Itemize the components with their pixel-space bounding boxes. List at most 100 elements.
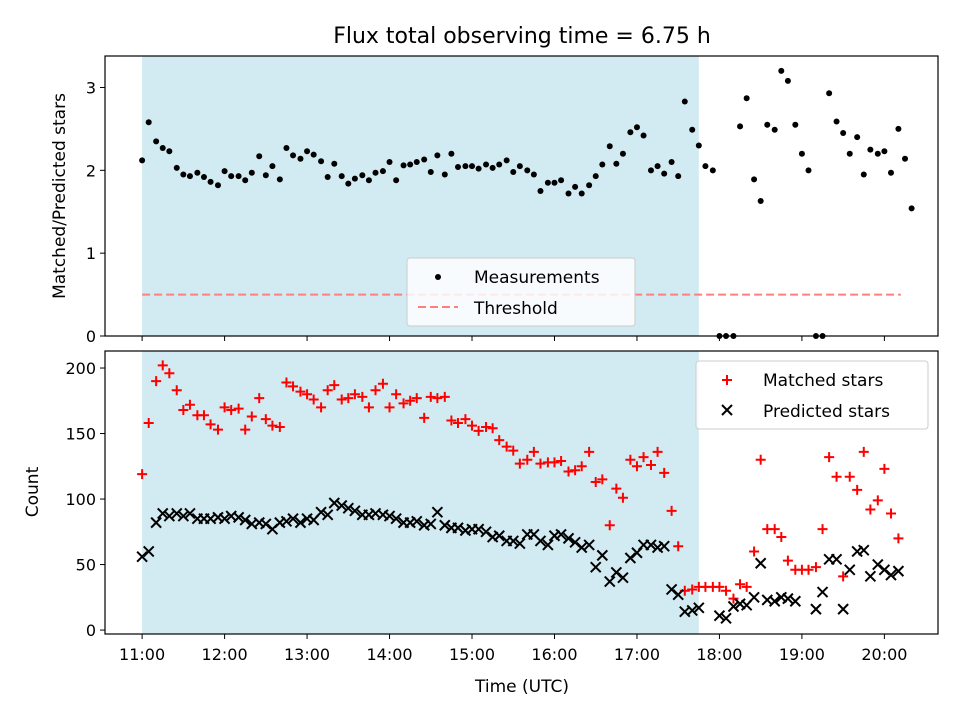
matched-star-point (288, 381, 299, 392)
measurement-point (145, 119, 152, 126)
measurement-point (413, 159, 420, 166)
matched-star-point (184, 399, 195, 410)
matched-star-point (872, 495, 883, 506)
measurement-point (613, 160, 620, 167)
matched-star-point (467, 420, 478, 431)
predicted-star-point (534, 535, 547, 547)
matched-star-point (611, 483, 622, 494)
measurement-point (393, 177, 400, 184)
bottom-x-tick-label: 16:00 (531, 645, 577, 664)
measurement-point (173, 164, 180, 171)
predicted-star-point (542, 539, 554, 551)
measurement-point (434, 152, 441, 159)
measurement-point (228, 173, 235, 180)
matched-star-point (377, 378, 388, 389)
bottom-x-tick-label: 15:00 (449, 645, 495, 664)
bottom-legend: Matched stars Predicted stars (695, 360, 929, 430)
measurement-point (826, 90, 833, 97)
predicted-star-point (748, 591, 760, 604)
measurement-point (462, 163, 469, 170)
matched-star-point (398, 398, 409, 409)
bottom-legend-box (695, 360, 929, 430)
predicted-star-point (439, 519, 451, 531)
predicted-star-point (768, 595, 781, 607)
predicted-star-point (514, 537, 526, 550)
predicted-star-point (143, 545, 155, 558)
predicted-star-point (816, 586, 829, 598)
measurement-point (908, 205, 915, 212)
bottom-x-tick-label: 19:00 (779, 645, 825, 664)
matched-star-point (721, 585, 732, 596)
measurement-point (496, 161, 503, 168)
predicted-star-point (645, 539, 657, 551)
measurement-point (619, 150, 626, 157)
measurement-point (565, 190, 572, 197)
measurement-point (675, 173, 682, 180)
predicted-star-point (789, 595, 802, 607)
measurement-point (400, 162, 407, 169)
matched-star-point (522, 454, 533, 465)
matched-star-point (405, 395, 416, 406)
measurement-point (166, 148, 173, 155)
bottom-shaded-interval (142, 351, 699, 634)
matched-star-point (143, 418, 154, 429)
figure-title: Flux total observing time = 6.75 h (333, 24, 711, 49)
matched-star-point (755, 454, 766, 465)
matched-star-point (590, 477, 601, 488)
predicted-star-point (294, 516, 307, 529)
predicted-star-point (507, 535, 519, 547)
predicted-star-point (431, 506, 444, 518)
matched-star-point (452, 418, 463, 429)
predicted-star-point (390, 512, 402, 525)
measurement-point (668, 159, 675, 166)
measurement-point (661, 170, 668, 177)
matched-star-point (824, 452, 835, 463)
matched-star-point (226, 404, 237, 415)
measurement-point (606, 143, 613, 150)
matched-star-point (776, 532, 787, 543)
predicted-star-point (583, 539, 595, 551)
predicted-star-point (280, 515, 293, 528)
top-y-tick-label: 0 (86, 327, 96, 346)
predicted-star-point (562, 532, 575, 545)
measurement-point (586, 182, 593, 189)
bottom-y-tick-label: 200 (65, 359, 96, 378)
measurement-point (695, 142, 702, 149)
legend-measurements-label: Measurements (474, 268, 600, 288)
measurement-point (681, 98, 688, 105)
predicted-star-point (844, 564, 856, 576)
top-y-tick-label: 2 (86, 161, 96, 180)
measurement-point (572, 183, 579, 190)
matched-star-point (302, 389, 313, 400)
measurement-point (647, 167, 654, 174)
measurement-point (530, 171, 537, 178)
measurement-point (702, 163, 709, 170)
matched-star-point (604, 520, 615, 531)
measurement-point (159, 144, 166, 151)
matched-star-point (281, 377, 292, 388)
matched-star-point (549, 457, 560, 468)
bottom-shade-span (142, 351, 699, 634)
matched-star-point (844, 471, 855, 482)
matched-star-point (728, 593, 739, 604)
measurement-point (902, 155, 909, 162)
matched-star-point (370, 385, 381, 396)
predicted-star-point (864, 570, 877, 583)
predicted-star-point (810, 603, 822, 615)
predicted-star-point (555, 528, 567, 541)
legend-matched-label: Matched stars (763, 371, 883, 391)
measurement-point (524, 167, 531, 174)
matched-star-point (563, 466, 574, 477)
predicted-star-point (782, 592, 794, 605)
matched-star-point (295, 386, 306, 397)
matched-star-point (631, 461, 642, 472)
predicted-star-point (315, 506, 327, 518)
matched-star-point (481, 421, 492, 432)
matched-star-point (735, 579, 746, 590)
matched-star-point (363, 402, 374, 413)
measurement-point (297, 155, 304, 162)
matched-star-point (645, 459, 656, 470)
top-y-axis-label: Matched/Predicted stars (50, 93, 70, 299)
measurement-point (516, 163, 523, 170)
